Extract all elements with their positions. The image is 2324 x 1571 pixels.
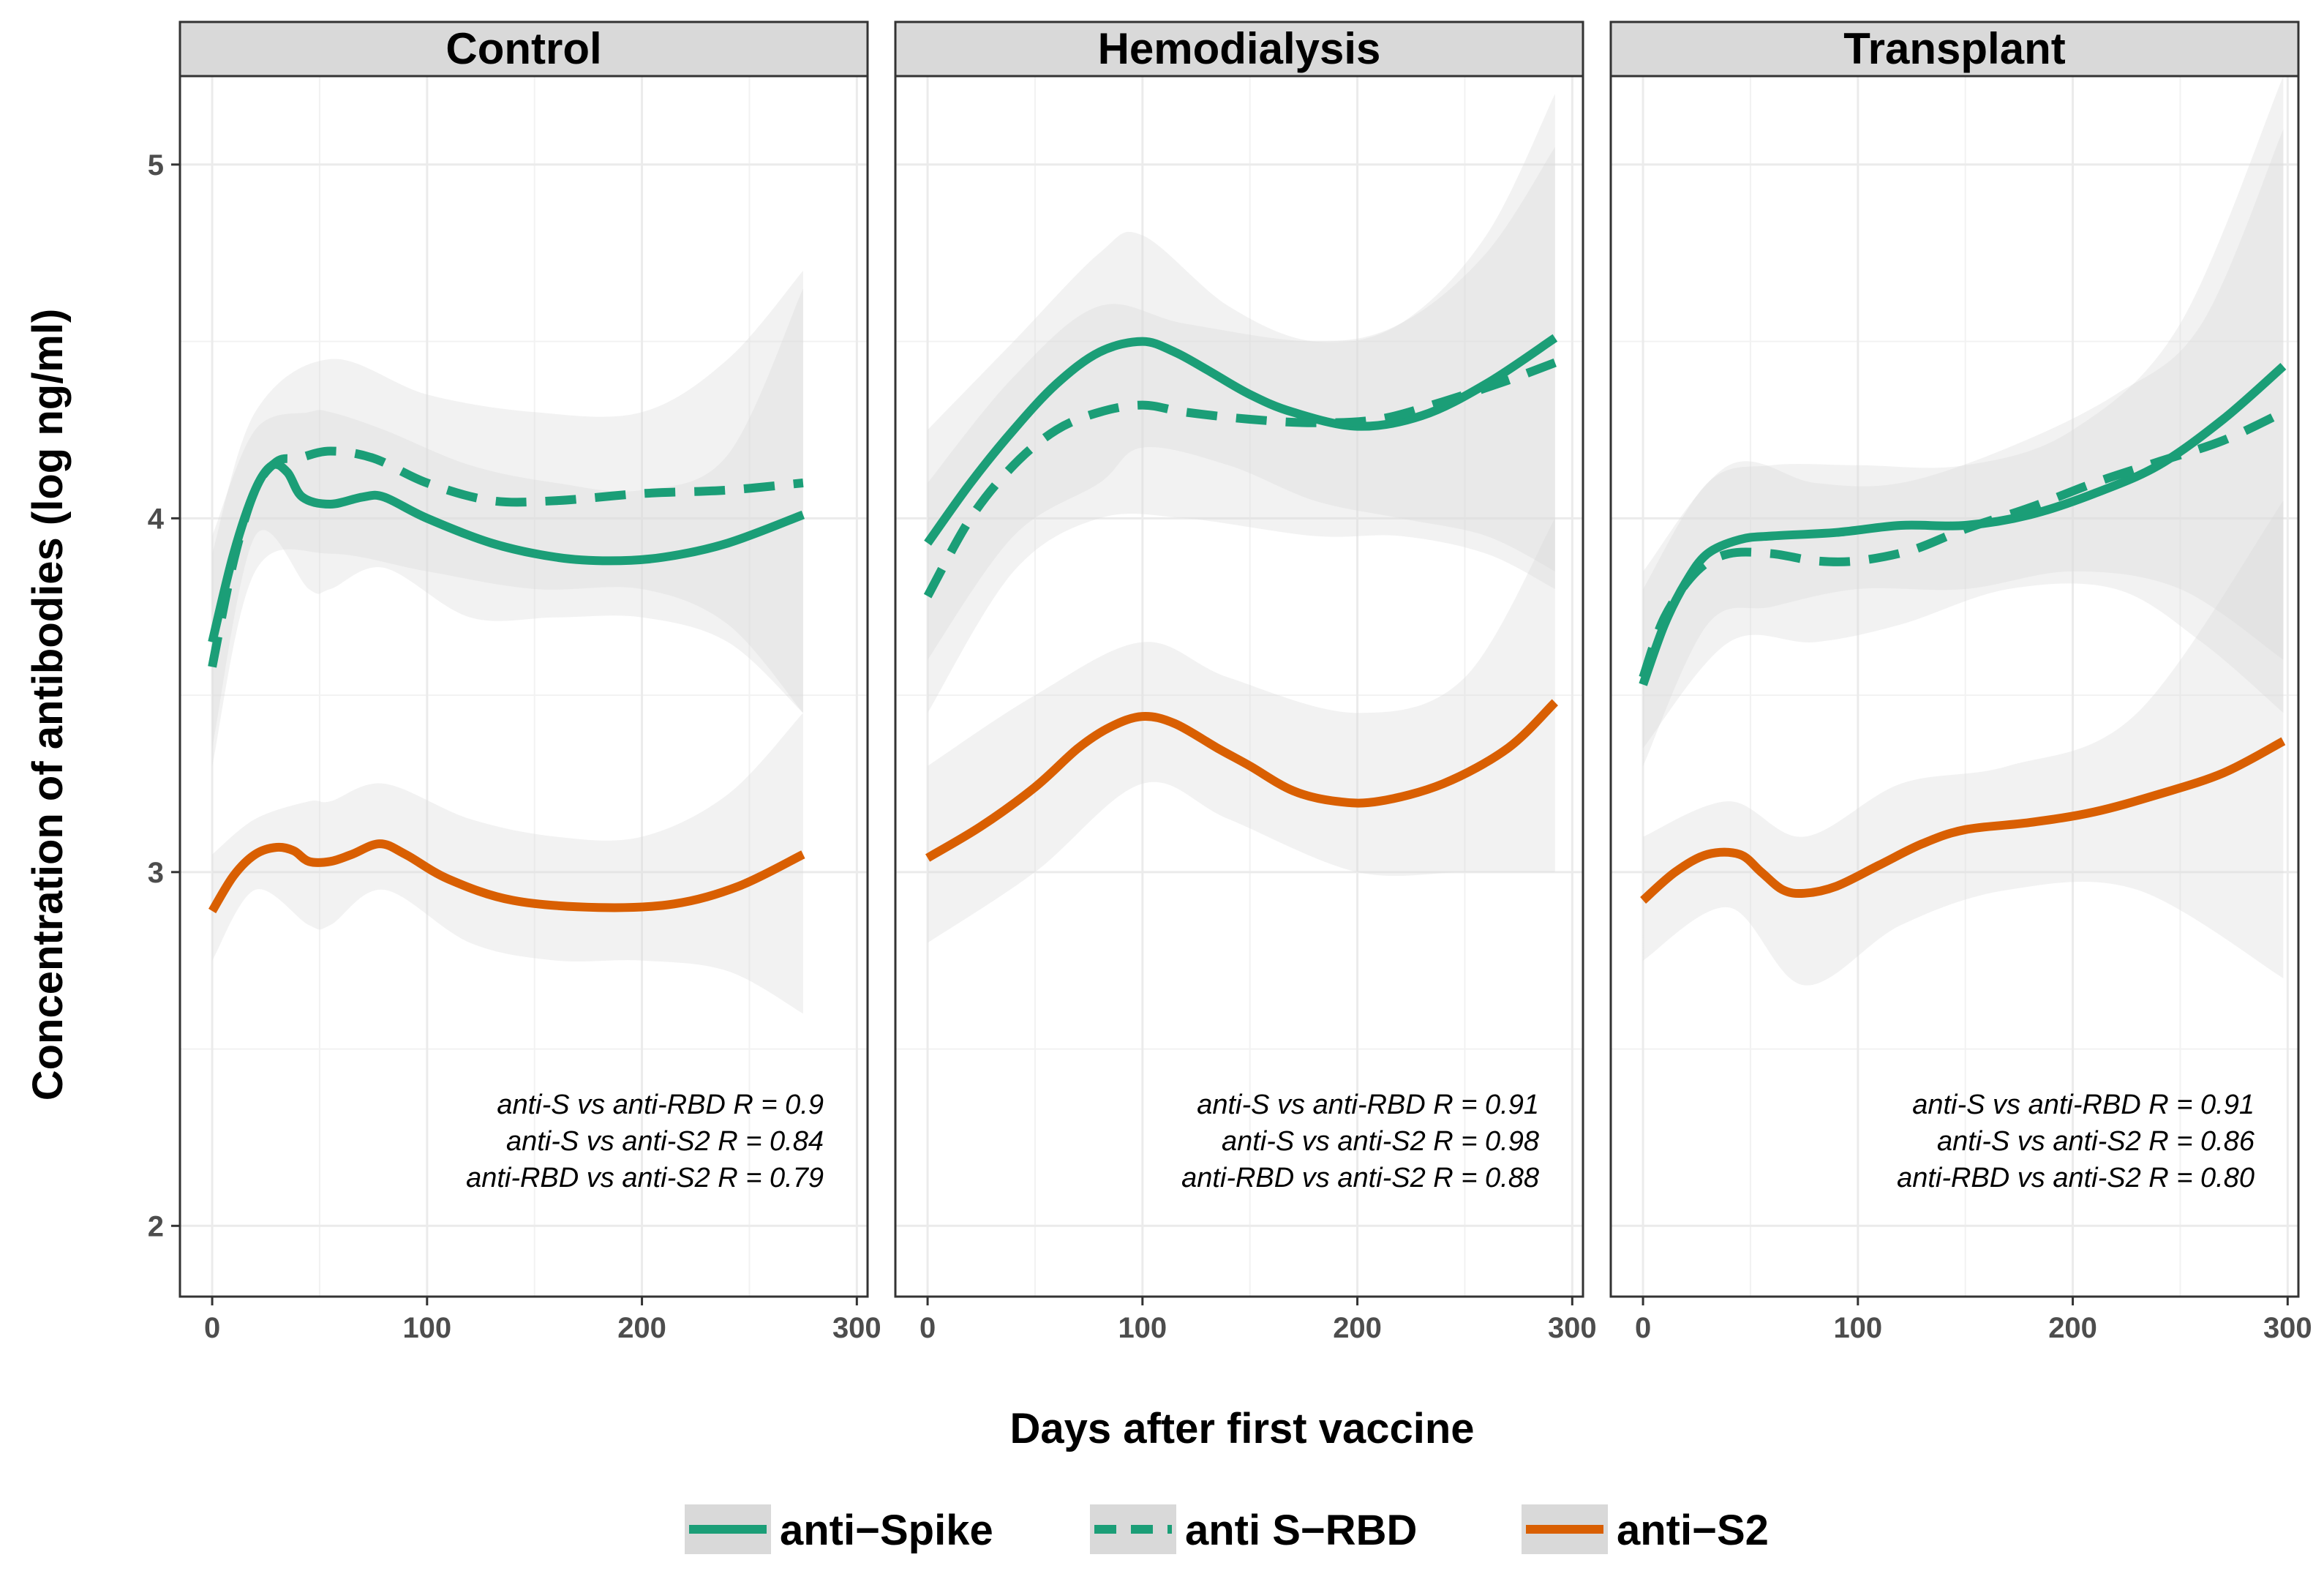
y-tick-label: 2 [148, 1210, 164, 1242]
confidence-band-anti-s2 [212, 713, 803, 1014]
series-line-anti-spike [924, 334, 1558, 546]
series-line-anti-s2 [1640, 737, 2286, 904]
x-axis-ticks: 0 100 200 300 [920, 1297, 1597, 1344]
facet-title: Hemodialysis [1098, 24, 1381, 73]
confidence-band-anti-s2 [928, 518, 1555, 943]
plot-background [1611, 76, 2298, 1297]
legend: anti−Spike anti S−RBD anti−S2 [685, 1504, 1769, 1554]
confidence-band-anti-s-rbd [928, 146, 1555, 713]
y-tick-label: 3 [148, 857, 164, 889]
x-tick-label: 100 [402, 1312, 451, 1344]
facet-title: Control [445, 24, 601, 73]
series-line-anti-spike [208, 460, 805, 644]
legend-item-s2: anti−S2 [1522, 1504, 1769, 1554]
gridlines [1611, 76, 2298, 1297]
x-tick-label: 0 [920, 1312, 936, 1344]
correlation-annotations: anti-S vs anti-RBD R = 0.9 anti-S vs anti… [466, 1090, 824, 1193]
facet-title: Transplant [1843, 24, 2065, 73]
x-tick-label: 200 [2048, 1312, 2097, 1344]
y-tick-label: 5 [148, 149, 164, 181]
series-line-anti-s-rbd [1639, 408, 2285, 679]
correlation-label: anti-RBD vs anti-S2 R = 0.79 [466, 1163, 824, 1193]
confidence-band-anti-s-rbd [1643, 129, 2284, 749]
series-line-anti-s-rbd [208, 446, 804, 668]
x-axis-ticks: 0 100 200 300 [1635, 1297, 2312, 1344]
panel-control: anti-S vs anti-RBD R = 0.9 anti-S vs anti… [148, 20, 881, 1344]
confidence-band-anti-s-rbd [212, 270, 803, 766]
correlation-label: anti-RBD vs anti-S2 R = 0.88 [1181, 1163, 1539, 1193]
x-tick-label: 200 [1333, 1312, 1382, 1344]
x-tick-label: 300 [2263, 1312, 2312, 1344]
gridlines [895, 76, 1583, 1297]
x-tick-label: 0 [204, 1312, 220, 1344]
axes-layer: Days after first vaccine Concentration o… [24, 309, 1475, 1452]
correlation-label: anti-S vs anti-RBD R = 0.91 [1912, 1090, 2255, 1120]
correlation-label: anti-RBD vs anti-S2 R = 0.80 [1897, 1163, 2255, 1193]
plot-area [1639, 76, 2287, 986]
facet-strip [894, 20, 1584, 78]
facet-strip [1609, 20, 2300, 78]
confidence-band-anti-spike [1643, 76, 2284, 766]
plot-background [180, 76, 868, 1297]
correlation-label: anti-S vs anti-S2 R = 0.98 [1222, 1126, 1539, 1157]
correlation-label: anti-S vs anti-RBD R = 0.91 [1197, 1090, 1539, 1120]
panels-layer: anti-S vs anti-RBD R = 0.9 anti-S vs anti… [148, 20, 2312, 1344]
y-axis-title: Concentration of antibodies (log ng/ml) [24, 309, 72, 1101]
x-tick-label: 300 [1548, 1312, 1597, 1344]
legend-label: anti−S2 [1617, 1507, 1769, 1554]
correlation-annotations: anti-S vs anti-RBD R = 0.91 anti-S vs ant… [1181, 1090, 1539, 1193]
panel-hemodialysis: anti-S vs anti-RBD R = 0.91 anti-S vs ant… [894, 20, 1597, 1344]
x-axis-ticks: 0 100 200 300 [204, 1297, 881, 1344]
x-tick-label: 200 [617, 1312, 666, 1344]
correlation-annotations: anti-S vs anti-RBD R = 0.91 anti-S vs ant… [1897, 1090, 2255, 1193]
legend-item-rbd: anti S−RBD [1090, 1504, 1417, 1554]
series-line-anti-s2 [925, 699, 1559, 862]
gridlines [180, 76, 868, 1297]
y-tick-label: 4 [148, 503, 165, 535]
legend-label: anti S−RBD [1185, 1507, 1417, 1554]
x-tick-label: 100 [1833, 1312, 1882, 1344]
series-line-anti-s2 [208, 839, 805, 914]
legend-label: anti−Spike [780, 1507, 993, 1554]
panel-transplant: anti-S vs anti-RBD R = 0.91 anti-S vs ant… [1609, 20, 2312, 1344]
facet-strip [178, 20, 869, 78]
x-tick-label: 0 [1635, 1312, 1651, 1344]
plot-area [208, 270, 805, 1014]
plot-background [895, 76, 1583, 1297]
confidence-band-anti-spike [212, 288, 803, 749]
correlation-label: anti-S vs anti-S2 R = 0.86 [1937, 1126, 2255, 1157]
correlation-label: anti-S vs anti-RBD R = 0.9 [497, 1090, 824, 1120]
plot-area [923, 94, 1559, 943]
confidence-band-anti-s2 [1643, 500, 2284, 986]
legend-item-spike: anti−Spike [685, 1504, 993, 1554]
y-axis-ticks: 2 3 4 5 [148, 149, 180, 1242]
confidence-band-anti-spike [928, 94, 1555, 660]
x-axis-title: Days after first vaccine [1009, 1405, 1474, 1452]
x-tick-label: 100 [1118, 1312, 1167, 1344]
series-line-anti-s-rbd [923, 358, 1557, 599]
correlation-label: anti-S vs anti-S2 R = 0.84 [506, 1126, 824, 1157]
x-tick-label: 300 [832, 1312, 881, 1344]
